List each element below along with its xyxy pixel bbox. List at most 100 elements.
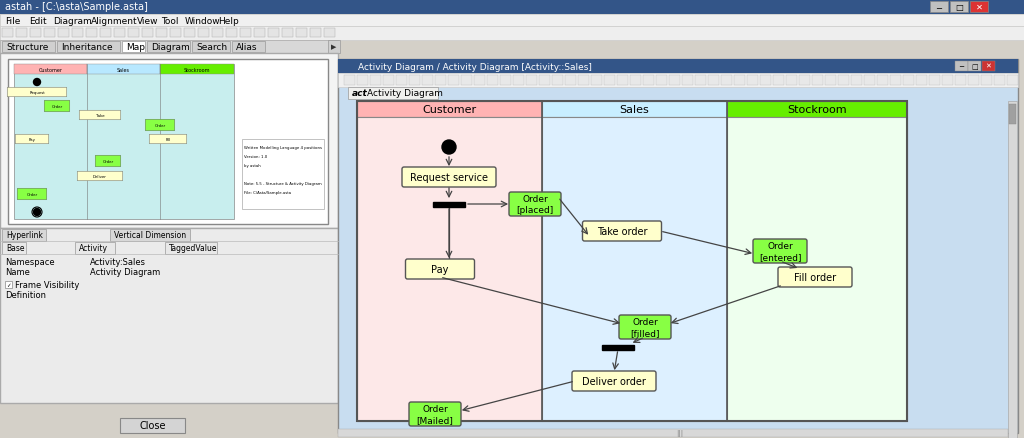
FancyBboxPatch shape <box>1009 105 1016 125</box>
FancyBboxPatch shape <box>212 29 223 38</box>
FancyBboxPatch shape <box>328 41 340 54</box>
FancyBboxPatch shape <box>753 240 807 263</box>
Text: Pay: Pay <box>431 265 449 274</box>
FancyBboxPatch shape <box>825 76 836 86</box>
FancyBboxPatch shape <box>170 29 181 38</box>
Text: Diagram: Diagram <box>151 43 189 52</box>
FancyBboxPatch shape <box>17 189 47 200</box>
Text: Take: Take <box>95 114 104 118</box>
Text: ✕: ✕ <box>976 3 982 12</box>
Text: Tool: Tool <box>161 17 178 25</box>
FancyBboxPatch shape <box>160 65 234 75</box>
Text: astah - [C:\asta\Sample.asta]: astah - [C:\asta\Sample.asta] <box>5 3 147 12</box>
FancyBboxPatch shape <box>982 62 995 72</box>
Text: Activity Diagram / Activity Diagram [Activity::Sales]: Activity Diagram / Activity Diagram [Act… <box>358 62 592 71</box>
FancyBboxPatch shape <box>296 29 307 38</box>
FancyBboxPatch shape <box>324 29 335 38</box>
FancyBboxPatch shape <box>461 76 472 86</box>
Text: Order
[entered]: Order [entered] <box>759 242 801 261</box>
FancyBboxPatch shape <box>812 76 823 86</box>
FancyBboxPatch shape <box>630 76 641 86</box>
FancyBboxPatch shape <box>760 76 771 86</box>
FancyBboxPatch shape <box>370 76 381 86</box>
FancyBboxPatch shape <box>929 76 940 86</box>
FancyBboxPatch shape <box>72 29 83 38</box>
FancyBboxPatch shape <box>402 168 496 187</box>
FancyBboxPatch shape <box>0 15 1024 27</box>
Text: ▶: ▶ <box>332 44 337 50</box>
FancyBboxPatch shape <box>5 281 12 288</box>
FancyBboxPatch shape <box>916 76 927 86</box>
FancyBboxPatch shape <box>0 27 1024 41</box>
FancyBboxPatch shape <box>16 29 27 38</box>
Text: Customer: Customer <box>39 67 62 72</box>
FancyBboxPatch shape <box>282 29 293 38</box>
FancyBboxPatch shape <box>193 42 230 53</box>
Text: Window: Window <box>185 17 220 25</box>
Text: Order: Order <box>155 124 166 128</box>
FancyBboxPatch shape <box>242 140 324 209</box>
FancyBboxPatch shape <box>618 315 671 339</box>
FancyBboxPatch shape <box>232 42 265 53</box>
FancyBboxPatch shape <box>0 41 338 54</box>
FancyBboxPatch shape <box>240 29 251 38</box>
Text: Fill: Fill <box>165 138 171 141</box>
FancyBboxPatch shape <box>0 229 338 403</box>
FancyBboxPatch shape <box>150 135 186 145</box>
Text: Order
[filled]: Order [filled] <box>630 318 659 337</box>
FancyBboxPatch shape <box>487 76 498 86</box>
Text: Definition: Definition <box>5 291 46 300</box>
Text: Diagram: Diagram <box>53 17 92 25</box>
FancyBboxPatch shape <box>656 76 667 86</box>
FancyBboxPatch shape <box>583 222 662 241</box>
Text: Activity Diagram: Activity Diagram <box>90 268 160 277</box>
FancyBboxPatch shape <box>773 76 784 86</box>
Text: act: act <box>352 89 368 98</box>
FancyBboxPatch shape <box>968 62 981 72</box>
Text: File: File <box>5 17 20 25</box>
Text: Take order: Take order <box>597 226 647 237</box>
Text: Base: Base <box>6 244 25 253</box>
FancyBboxPatch shape <box>44 101 70 113</box>
Text: by astah: by astah <box>244 164 261 168</box>
FancyBboxPatch shape <box>981 76 992 86</box>
Text: Search: Search <box>196 43 227 52</box>
FancyBboxPatch shape <box>409 76 420 86</box>
FancyBboxPatch shape <box>357 76 368 86</box>
Text: Pay: Pay <box>29 138 36 141</box>
FancyBboxPatch shape <box>708 76 719 86</box>
FancyBboxPatch shape <box>268 29 279 38</box>
FancyBboxPatch shape <box>338 74 1018 88</box>
Text: Order: Order <box>51 105 62 109</box>
FancyBboxPatch shape <box>864 76 874 86</box>
FancyBboxPatch shape <box>513 76 524 86</box>
FancyBboxPatch shape <box>338 60 1018 433</box>
FancyBboxPatch shape <box>338 429 1008 437</box>
Text: Note: 5.5 - Structure & Activity Diagram: Note: 5.5 - Structure & Activity Diagram <box>244 182 322 186</box>
Text: Map: Map <box>126 43 145 52</box>
FancyBboxPatch shape <box>542 102 727 118</box>
Text: Deliver order: Deliver order <box>582 376 646 386</box>
FancyBboxPatch shape <box>851 76 862 86</box>
Text: ✓: ✓ <box>6 283 11 287</box>
FancyBboxPatch shape <box>338 60 1018 74</box>
FancyBboxPatch shape <box>727 102 907 118</box>
FancyBboxPatch shape <box>721 76 732 86</box>
FancyBboxPatch shape <box>950 2 968 13</box>
FancyBboxPatch shape <box>1008 102 1017 438</box>
Text: Structure: Structure <box>6 43 48 52</box>
FancyBboxPatch shape <box>110 230 190 241</box>
FancyBboxPatch shape <box>0 54 338 229</box>
FancyBboxPatch shape <box>198 29 209 38</box>
FancyBboxPatch shape <box>994 76 1005 86</box>
Text: □: □ <box>971 64 978 70</box>
Text: |||: ||| <box>677 430 684 437</box>
FancyBboxPatch shape <box>383 76 394 86</box>
Text: Sales: Sales <box>620 105 649 115</box>
Text: Close: Close <box>139 420 166 431</box>
FancyBboxPatch shape <box>968 76 979 86</box>
FancyBboxPatch shape <box>565 76 575 86</box>
FancyBboxPatch shape <box>8 60 328 225</box>
Text: ✕: ✕ <box>985 64 991 70</box>
FancyBboxPatch shape <box>128 29 139 38</box>
